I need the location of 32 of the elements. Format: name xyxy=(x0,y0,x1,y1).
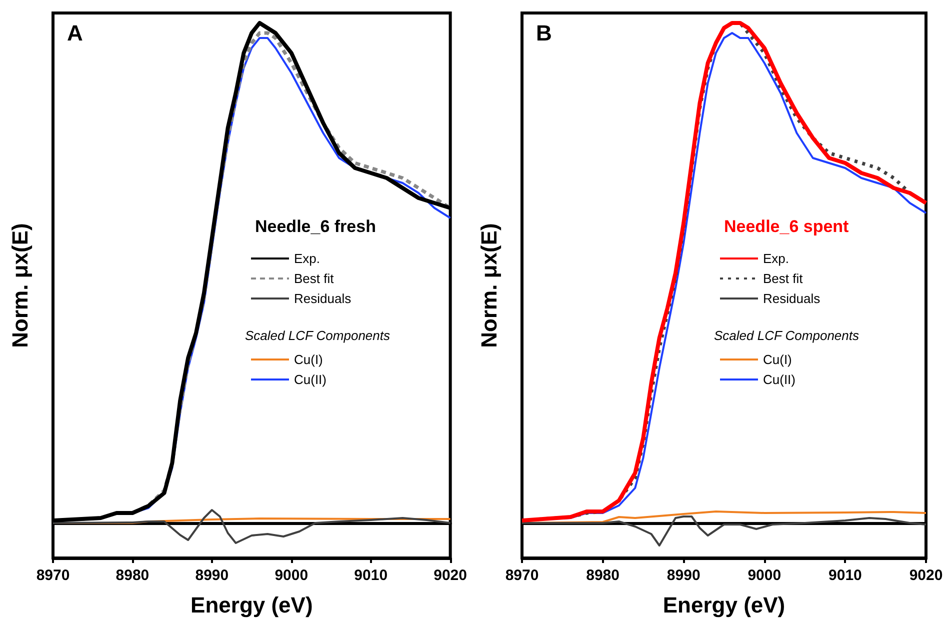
legend-label: Cu(I) xyxy=(763,352,792,367)
x-tick-label: 8980 xyxy=(586,567,620,584)
legend-label: Cu(I) xyxy=(294,352,323,367)
x-tick-label: 8970 xyxy=(36,567,70,584)
x-tick-label: 9000 xyxy=(748,567,782,584)
annotation: A xyxy=(67,20,83,46)
x-tick-label: 8980 xyxy=(116,567,150,584)
x-axis-title: Energy (eV) xyxy=(662,592,786,618)
legend-label: Residuals xyxy=(763,291,821,306)
x-tick-label: 8990 xyxy=(195,567,229,584)
legend-title: Needle_6 fresh xyxy=(255,217,376,236)
x-tick-label: 9000 xyxy=(274,567,308,584)
y-axis-title: Norm. μx(E) xyxy=(476,223,502,348)
x-tick-label: 8970 xyxy=(505,567,539,584)
legend-label: Best fit xyxy=(763,271,804,286)
x-tick-label: 9020 xyxy=(434,567,468,584)
legend-label: Exp. xyxy=(763,251,790,266)
legend-label: Exp. xyxy=(294,251,320,266)
annotation: Scaled LCF Components xyxy=(245,328,391,343)
y-axis-title: Norm. μx(E) xyxy=(8,223,32,348)
x-tick-label: 8990 xyxy=(666,567,700,584)
x-axis-title: Energy (eV) xyxy=(190,592,313,618)
annotation: B xyxy=(536,20,552,46)
legend-label: Best fit xyxy=(294,271,334,286)
legend-label: Cu(II) xyxy=(763,372,796,387)
annotation: Scaled LCF Components xyxy=(714,328,860,343)
x-tick-label: 9020 xyxy=(909,567,943,584)
legend-label: Residuals xyxy=(294,291,352,306)
legend-label: Cu(II) xyxy=(294,372,326,387)
legend-title: Needle_6 spent xyxy=(724,217,850,236)
x-tick-label: 9010 xyxy=(354,567,388,584)
x-tick-label: 9010 xyxy=(828,567,862,584)
